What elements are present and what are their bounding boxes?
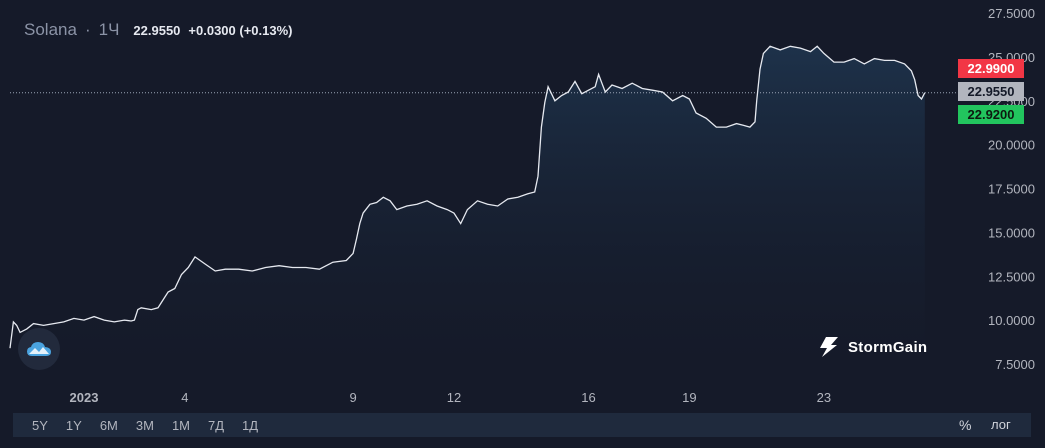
range-button-7d[interactable]: 7Д <box>208 417 225 433</box>
y-tick-label: 17.5000 <box>988 182 1035 197</box>
range-button-5y[interactable]: 5Y <box>32 417 48 433</box>
cloud-icon <box>27 342 51 356</box>
interval-label[interactable]: 1Ч <box>98 20 120 39</box>
x-tick-label: 12 <box>447 390 461 405</box>
y-tick-label: 15.0000 <box>988 225 1035 240</box>
legend-separator: · <box>84 20 91 39</box>
range-button-1y[interactable]: 1Y <box>65 417 82 433</box>
y-tick-label: 20.0000 <box>988 138 1035 153</box>
x-tick-label: 23 <box>817 390 831 405</box>
high-price-tag: 22.9900 <box>958 59 1024 78</box>
y-tick-label: 12.5000 <box>988 269 1035 284</box>
x-tick-label: 4 <box>181 390 188 405</box>
last-price-tag: 22.9550 <box>958 82 1024 101</box>
bottom-toolbar: 5Y 1Y 6M 3M 1M 7Д 1Д % лог <box>13 413 1031 437</box>
x-tick-label: 9 <box>349 390 356 405</box>
x-tick-label: 2023 <box>70 390 99 405</box>
log-scale-toggle[interactable]: лог <box>991 417 1011 432</box>
time-axis: 2023 4 9 12 16 19 23 <box>70 390 832 405</box>
x-tick-label: 19 <box>682 390 696 405</box>
change-value: +0.0300 (+0.13%) <box>188 23 293 38</box>
brand-name: StormGain <box>848 338 928 356</box>
range-button-1d[interactable]: 1Д <box>242 417 259 433</box>
range-button-3m[interactable]: 3M <box>135 417 154 433</box>
chart-legend: Solana · 1Ч 22.9550 +0.0300 (+0.13%) <box>24 20 292 40</box>
y-tick-label: 10.0000 <box>988 313 1035 328</box>
cloud-logo-icon[interactable] <box>18 328 60 370</box>
x-tick-label: 16 <box>581 390 595 405</box>
low-price-tag: 22.9200 <box>958 105 1024 124</box>
brand-watermark: StormGain <box>818 336 927 358</box>
y-tick-label: 27.5000 <box>988 6 1035 21</box>
price-line-series <box>9 45 926 349</box>
price-area-fill <box>10 46 925 365</box>
y-tick-label: 7.5000 <box>995 357 1035 372</box>
percent-scale-toggle[interactable]: % <box>959 417 972 433</box>
range-button-6m[interactable]: 6M <box>99 417 118 433</box>
stormgain-lightning-icon <box>820 337 838 357</box>
last-value: 22.9550 <box>133 23 181 38</box>
symbol-name: Solana <box>24 20 77 39</box>
range-button-1m[interactable]: 1M <box>171 417 190 433</box>
